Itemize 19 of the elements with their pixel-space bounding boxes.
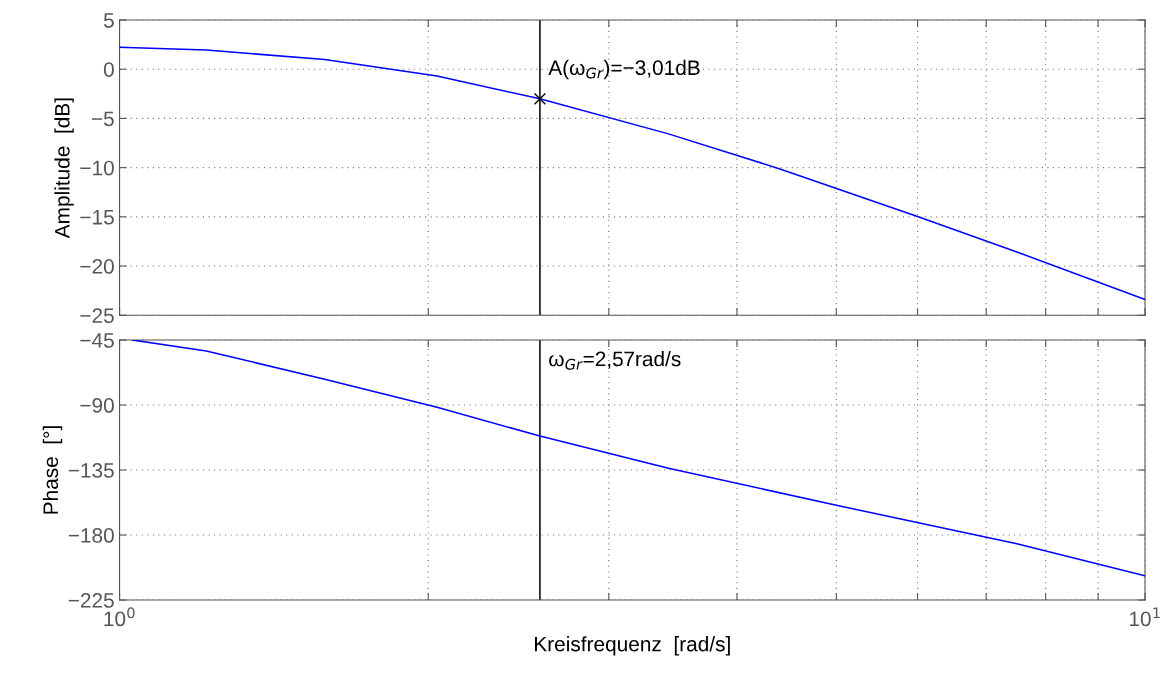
annotation: A(ω$_{Gr}$)=−3,01dB [548, 59, 700, 80]
annotation: ω$_{Gr}$=2,57rad/s [549, 351, 681, 370]
y-tick-label: −180 [68, 528, 114, 543]
y-tick-label: 5 [103, 13, 114, 28]
x-tick-label: 10$^{1}$ [1129, 607, 1160, 627]
y-tick-label: 0 [103, 62, 114, 77]
y-tick-label: −25 [80, 308, 114, 324]
y-tick-label: −45 [80, 333, 114, 348]
y-tick-label: −135 [68, 463, 114, 478]
y-axis-title: Amplitude [dB] [54, 98, 74, 239]
y-axis-title: Phase [°] [42, 426, 63, 514]
y-tick-label: −90 [80, 398, 114, 413]
y-tick-label: −15 [80, 210, 114, 225]
y-tick-label: −20 [80, 259, 114, 274]
y-tick-label: −225 [68, 593, 114, 608]
y-tick-label: −5 [91, 111, 114, 127]
x-tick-label: 10$^{0}$ [104, 607, 135, 627]
x-axis-title: Kreisfrequenz [rad/s] [535, 636, 730, 656]
y-tick-label: −10 [80, 160, 114, 176]
